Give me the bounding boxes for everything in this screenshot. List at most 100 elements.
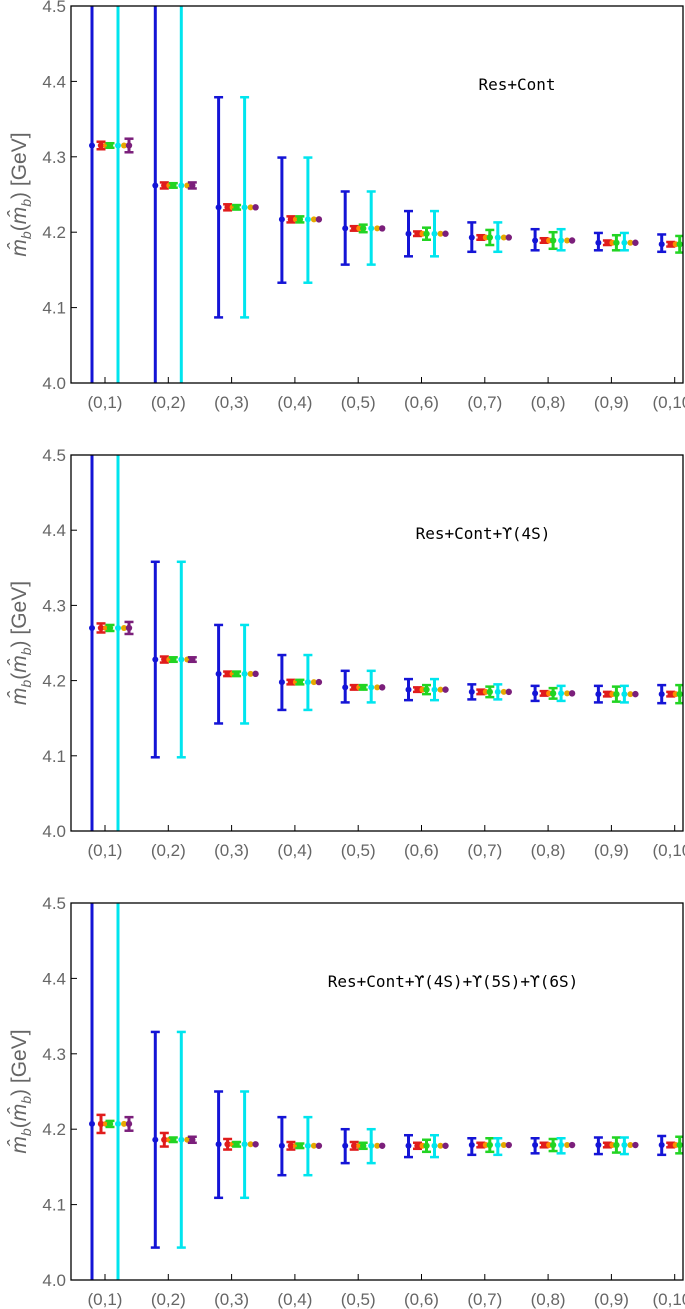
data-point-series-6 [124, 1115, 134, 1132]
data-point-series-6 [124, 620, 134, 636]
data-marker [658, 241, 665, 248]
data-point-series-3 [232, 670, 242, 678]
y-tick-label: 4.1 [42, 1196, 66, 1215]
data-marker [627, 691, 634, 698]
data-marker [106, 1120, 114, 1128]
data-marker [621, 239, 628, 246]
data-marker [310, 679, 317, 686]
data-marker [189, 656, 196, 663]
data-point-series-5 [564, 237, 571, 244]
data-marker [161, 182, 168, 189]
data-marker [178, 1136, 185, 1143]
data-point-series-4 [303, 653, 313, 712]
data-marker [115, 142, 121, 149]
data-marker [540, 1141, 548, 1149]
data-marker [161, 656, 168, 663]
data-marker [247, 1141, 254, 1148]
data-point-series-0 [214, 1090, 224, 1200]
data-marker [477, 1141, 484, 1149]
data-point-series-1 [223, 203, 233, 212]
data-point-series-1 [602, 1141, 612, 1149]
data-point-series-4 [178, 6, 185, 383]
data-marker [431, 686, 438, 693]
data-marker [241, 204, 248, 211]
data-marker [532, 1142, 539, 1149]
data-point-series-4 [556, 684, 566, 703]
data-marker [549, 237, 557, 244]
data-point-series-1 [349, 224, 359, 232]
data-point-series-4 [556, 227, 566, 252]
data-point-series-6 [124, 137, 134, 154]
y-axis-label: m̂b(m̂b) [GeV] [8, 132, 34, 256]
data-point-series-4 [176, 560, 186, 759]
data-marker [224, 670, 231, 678]
x-tick-label: (0,1) [88, 1290, 123, 1309]
data-point-series-6 [442, 686, 449, 693]
data-point-series-5 [374, 225, 381, 232]
data-point-series-4 [493, 1136, 503, 1157]
data-point-series-5 [564, 1142, 571, 1149]
data-marker [287, 216, 295, 223]
data-marker [595, 691, 602, 698]
data-marker [564, 690, 571, 697]
data-marker [310, 216, 317, 223]
x-tick-label: (0,5) [341, 1290, 376, 1309]
data-point-series-1 [223, 670, 233, 678]
plot-frame [70, 902, 684, 1281]
data-point-series-5 [247, 670, 254, 677]
data-point-series-6 [187, 1135, 197, 1145]
data-point-series-6 [252, 670, 259, 678]
data-point-series-0 [277, 156, 287, 284]
y-axis-label: m̂b(m̂b) [GeV] [8, 1029, 34, 1153]
x-tick-label: (0,2) [151, 393, 186, 412]
data-marker [604, 690, 611, 698]
data-marker [423, 1142, 430, 1149]
data-marker [568, 1141, 576, 1149]
data-marker [121, 1120, 127, 1127]
data-marker [115, 624, 121, 631]
data-marker [549, 1141, 557, 1149]
data-point-series-0 [152, 6, 159, 383]
data-marker [500, 688, 507, 695]
data-point-series-5 [121, 142, 127, 149]
data-point-series-0 [404, 209, 413, 258]
data-marker [215, 204, 222, 211]
data-marker [532, 237, 539, 244]
data-point-series-1 [159, 181, 169, 190]
data-marker [621, 691, 628, 698]
x-tick-label: (0,7) [467, 841, 502, 860]
data-marker [667, 690, 674, 698]
data-marker [540, 690, 548, 697]
data-marker [676, 241, 683, 248]
data-point-series-0 [467, 221, 477, 254]
data-marker [564, 237, 571, 244]
data-point-series-1 [286, 1140, 296, 1151]
data-point-series-5 [627, 1142, 634, 1149]
data-point-series-6 [632, 1141, 639, 1149]
data-point-series-6 [379, 225, 386, 232]
data-point-series-3 [485, 1136, 495, 1154]
data-marker [233, 204, 240, 211]
data-marker [658, 691, 665, 698]
data-point-series-6 [505, 1141, 512, 1149]
data-marker [477, 688, 484, 696]
data-marker [287, 678, 295, 686]
data-point-series-5 [184, 1136, 191, 1143]
data-point-series-3 [485, 685, 495, 699]
data-marker [189, 1136, 196, 1143]
data-point-series-1 [96, 622, 106, 634]
data-point-series-5 [374, 1142, 381, 1149]
y-tick-label: 4.4 [42, 969, 66, 988]
data-point-series-1 [539, 236, 549, 245]
data-point-series-1 [666, 1141, 676, 1149]
data-marker [252, 204, 259, 211]
data-marker [468, 688, 475, 695]
data-point-series-1 [539, 1141, 549, 1149]
x-tick-label: (0,8) [531, 841, 566, 860]
data-marker [437, 230, 444, 237]
data-marker [405, 686, 412, 693]
data-marker [442, 1142, 449, 1149]
data-marker [97, 1120, 105, 1128]
y-tick-label: 4.5 [42, 0, 66, 16]
data-point-series-0 [214, 95, 224, 319]
